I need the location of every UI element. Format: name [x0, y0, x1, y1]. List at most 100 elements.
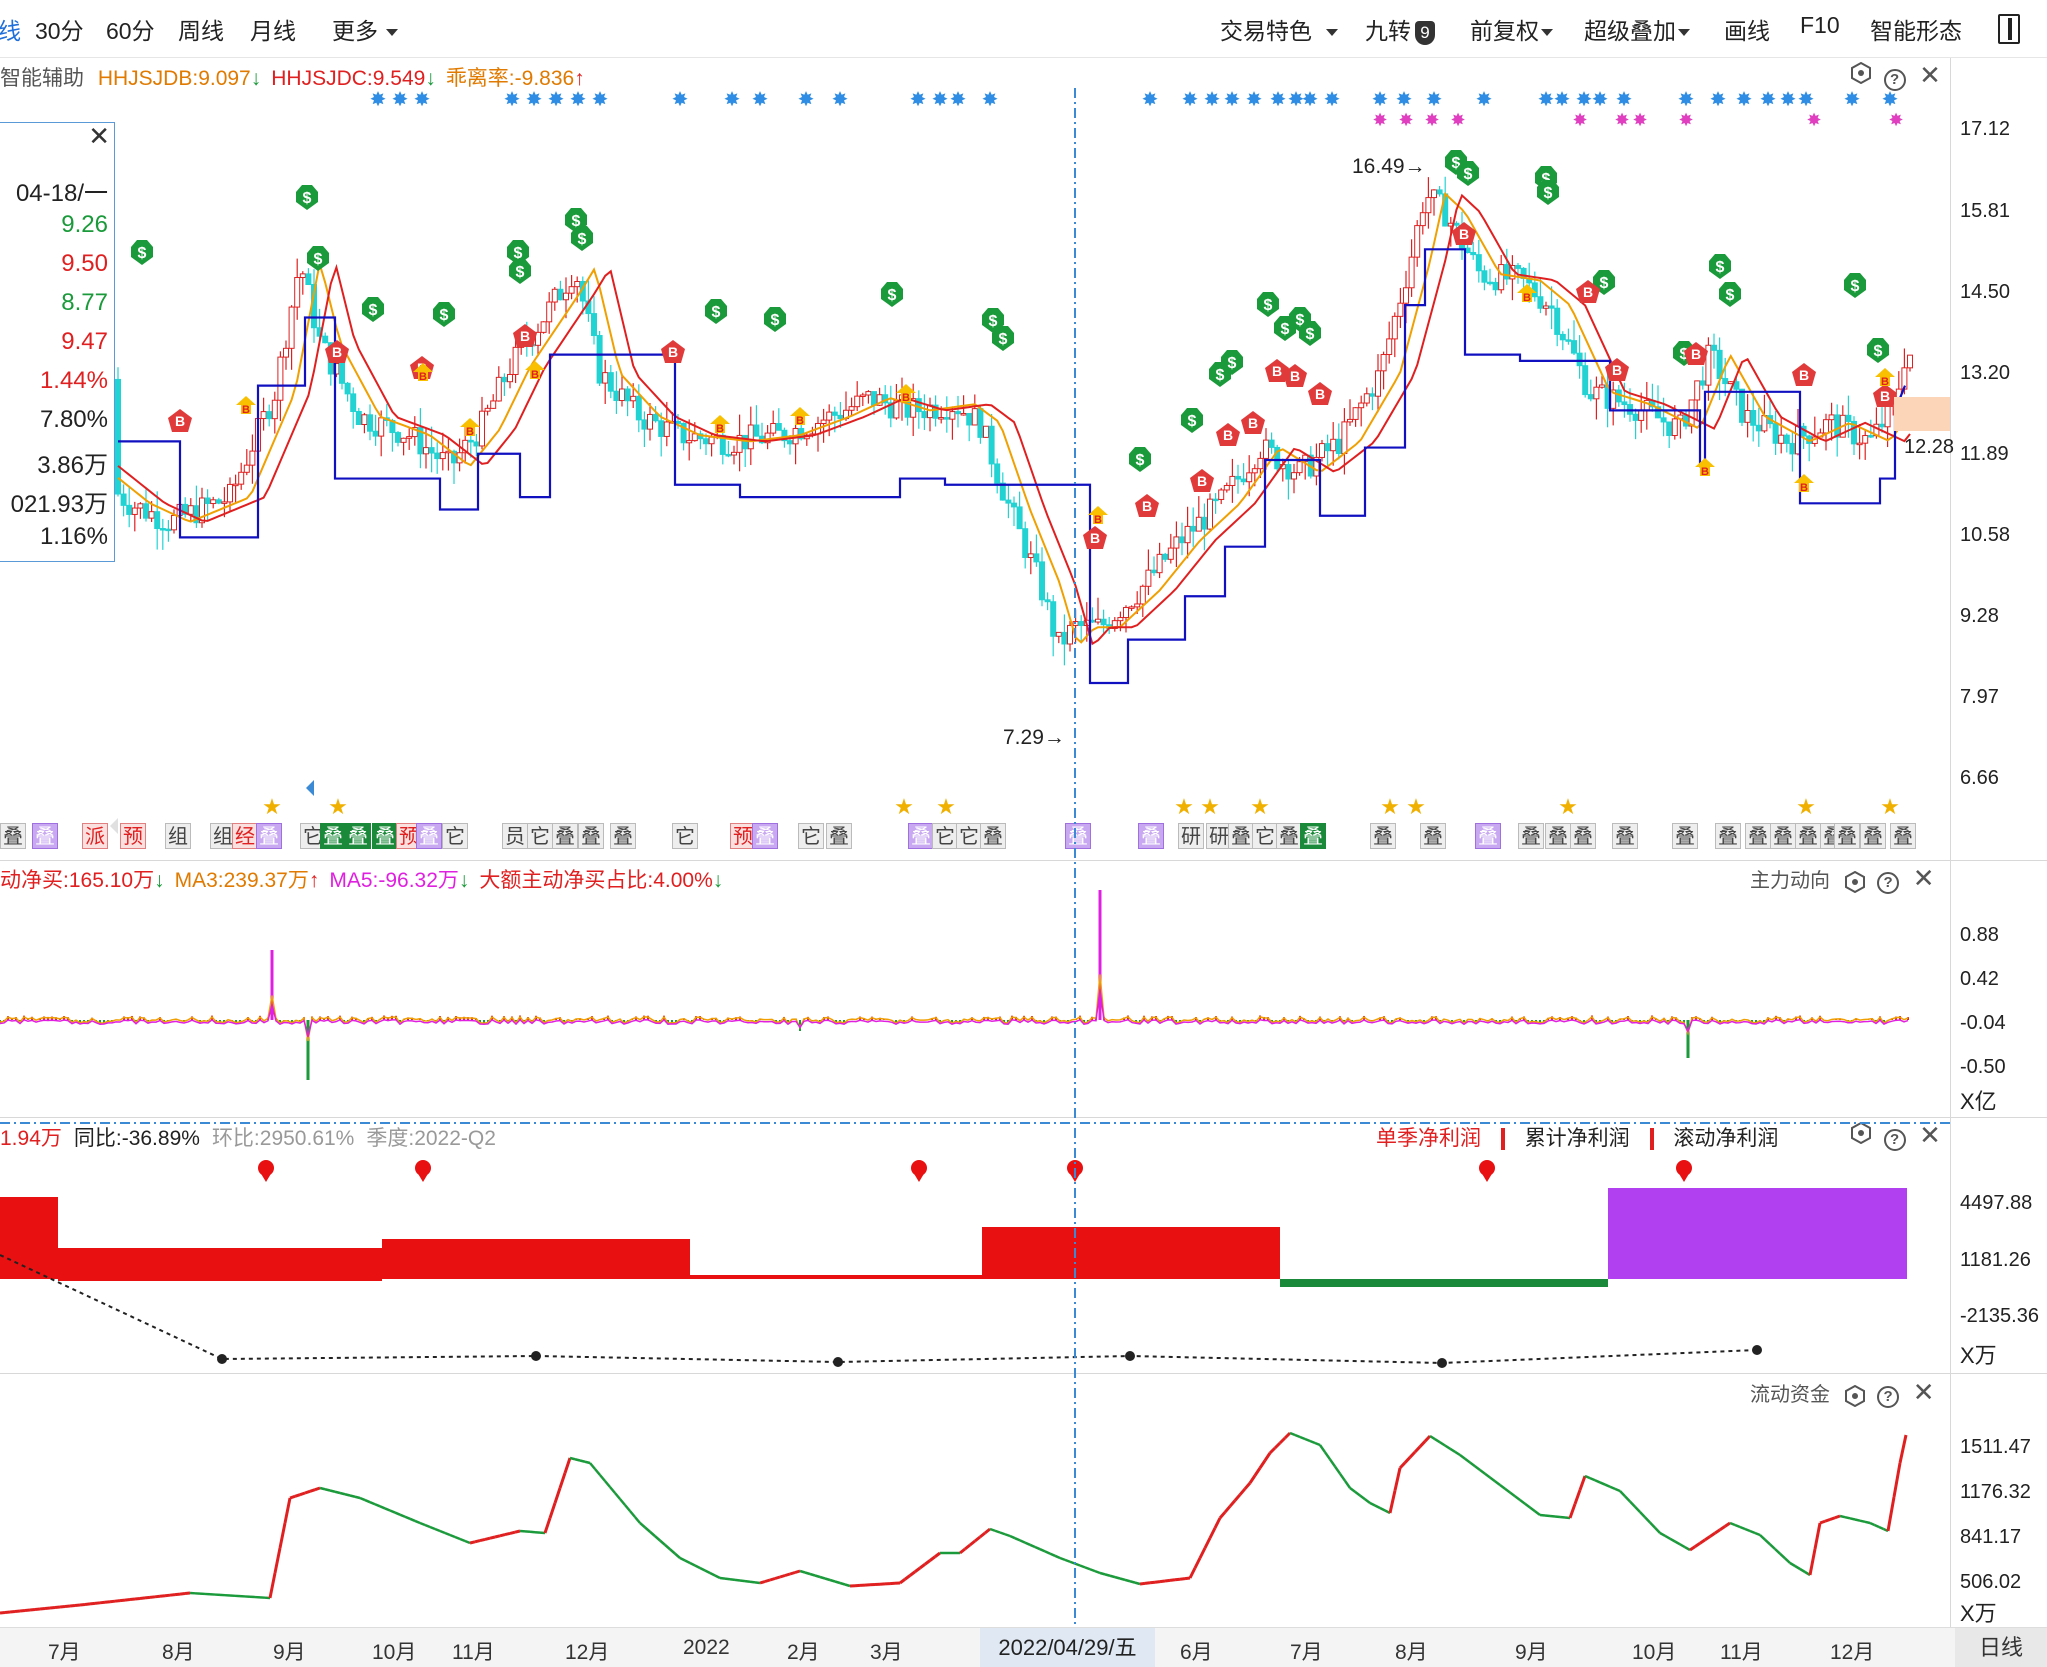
event-tag[interactable]: 它: [956, 823, 982, 849]
event-tag[interactable]: 叠: [1890, 823, 1916, 849]
event-tag[interactable]: 叠: [1860, 823, 1886, 849]
info-circle-icon[interactable]: ?: [1883, 1129, 1906, 1151]
event-tag[interactable]: 经: [232, 823, 258, 849]
event-tag[interactable]: 叠: [552, 823, 578, 849]
event-tag[interactable]: 叠: [416, 823, 442, 849]
hexagon-icon[interactable]: [1844, 870, 1866, 893]
event-tag[interactable]: 叠: [1545, 823, 1571, 849]
event-tag[interactable]: 它: [527, 823, 553, 849]
event-tag[interactable]: 叠: [0, 823, 26, 849]
data-point: [1752, 1345, 1762, 1355]
event-tag[interactable]: 叠: [345, 823, 371, 849]
event-tag[interactable]: 它: [932, 823, 958, 849]
close-icon[interactable]: ✕: [1919, 1120, 1941, 1150]
hexagon-icon[interactable]: [1850, 61, 1872, 85]
draw-line-button[interactable]: 画线: [1724, 18, 1770, 44]
close-icon[interactable]: ✕: [1912, 863, 1935, 893]
event-tag[interactable]: 研: [1178, 823, 1204, 849]
event-tag[interactable]: 叠: [320, 823, 346, 849]
event-tag[interactable]: 叠: [1612, 823, 1638, 849]
event-tag[interactable]: 它: [672, 823, 698, 849]
event-tag[interactable]: 叠: [752, 823, 778, 849]
event-tag[interactable]: 研: [1206, 823, 1232, 849]
event-tag[interactable]: 叠: [32, 823, 58, 849]
candle-body: [1699, 380, 1706, 386]
candle-body: [299, 273, 306, 279]
event-tag[interactable]: 叠: [980, 823, 1006, 849]
jiuzhuan-button[interactable]: 九转 9: [1365, 12, 1435, 46]
event-tag[interactable]: 叠: [1518, 823, 1544, 849]
event-tag[interactable]: 叠: [1834, 823, 1860, 849]
liquidity-step: [1304, 1437, 1311, 1443]
signal-dot-icon: ✸: [1592, 87, 1609, 111]
liquidity-step: [299, 1491, 306, 1497]
liquidity-step: [1824, 1518, 1831, 1523]
event-tag[interactable]: 叠: [1276, 823, 1302, 849]
event-tag[interactable]: 叠: [1570, 823, 1596, 849]
event-tag[interactable]: 叠: [256, 823, 282, 849]
event-tag[interactable]: 叠: [1065, 823, 1091, 849]
tab-rolling-profit[interactable]: 滚动净利润: [1673, 1127, 1779, 1150]
liquidity-step: [1283, 1431, 1292, 1440]
period-label[interactable]: 日线: [1955, 1628, 2047, 1667]
info-circle-icon[interactable]: ?: [1877, 872, 1900, 894]
event-tag[interactable]: 它: [442, 823, 468, 849]
square-toggle-icon[interactable]: [1998, 14, 2020, 44]
event-tag[interactable]: 叠: [1300, 823, 1326, 849]
candle-body: [546, 301, 553, 323]
hexagon-icon[interactable]: [1850, 1121, 1872, 1145]
event-tag[interactable]: 叠: [1370, 823, 1396, 849]
liquidity-step: [1114, 1575, 1121, 1580]
flag-marker: [306, 780, 314, 796]
event-tag[interactable]: 叠: [578, 823, 604, 849]
hexagon-icon[interactable]: [1844, 1384, 1866, 1407]
period-tab-60min[interactable]: 60分: [106, 18, 155, 44]
liquidity-step: [14, 1609, 21, 1613]
more-dropdown[interactable]: 更多: [332, 12, 398, 46]
liquidity-step: [1388, 1490, 1397, 1514]
period-tab-month[interactable]: 月线: [250, 18, 296, 44]
event-tag[interactable]: 它: [1252, 823, 1278, 849]
event-tag[interactable]: 叠: [1715, 823, 1741, 849]
overlay-dropdown[interactable]: 超级叠加: [1584, 12, 1690, 46]
kline-chart[interactable]: $$$ $$$$$$ $$$$$$$$$$$$$$ $$$$$$$$$BBBBBBBB…: [0, 58, 1950, 860]
event-tag[interactable]: 叠: [1420, 823, 1446, 849]
event-tag[interactable]: 叠: [372, 823, 398, 849]
event-tag[interactable]: 叠: [1138, 823, 1164, 849]
event-tag[interactable]: 组: [165, 823, 191, 849]
profit-chart[interactable]: [0, 1117, 1950, 1373]
event-tag[interactable]: 它: [798, 823, 824, 849]
trade-feature-dropdown[interactable]: 交易特色: [1220, 12, 1338, 46]
info-circle-icon[interactable]: ?: [1877, 1386, 1900, 1408]
event-tag[interactable]: 组: [210, 823, 236, 849]
liquidity-step: [1299, 1435, 1306, 1441]
tab-single-quarter-profit[interactable]: 单季净利润: [1376, 1127, 1481, 1150]
close-icon[interactable]: ✕: [1912, 1377, 1935, 1407]
period-tab-day[interactable]: 线: [0, 18, 21, 44]
candle-body: [1582, 365, 1589, 396]
liquidity-step: [1644, 1516, 1651, 1524]
main-force-chart[interactable]: [0, 860, 1950, 1117]
liquidity-step: [104, 1600, 111, 1604]
period-tab-30min[interactable]: 30分: [35, 18, 84, 44]
event-tag[interactable]: 预: [120, 823, 146, 849]
smart-pattern-button[interactable]: 智能形态: [1870, 18, 1962, 44]
event-tag[interactable]: 叠: [610, 823, 636, 849]
info-circle-icon[interactable]: ?: [1883, 69, 1906, 91]
event-tag[interactable]: 叠: [1228, 823, 1254, 849]
close-icon[interactable]: ✕: [1919, 60, 1941, 90]
liquidity-step: [289, 1494, 296, 1500]
event-tag[interactable]: 预: [730, 823, 756, 849]
event-tag[interactable]: 叠: [826, 823, 852, 849]
period-tab-week[interactable]: 周线: [178, 18, 224, 44]
liquidity-step: [994, 1529, 1001, 1534]
f10-button[interactable]: F10: [1800, 12, 1840, 38]
tab-cumulative-profit[interactable]: 累计净利润: [1524, 1127, 1630, 1150]
liquidity-chart[interactable]: [0, 1373, 1950, 1627]
close-icon[interactable]: ✕: [88, 121, 110, 151]
event-tag[interactable]: 叠: [1672, 823, 1698, 849]
adjust-dropdown[interactable]: 前复权: [1470, 12, 1553, 46]
event-tag[interactable]: 派: [82, 823, 108, 849]
event-tag[interactable]: 叠: [1770, 823, 1796, 849]
event-tag[interactable]: 叠: [1475, 823, 1501, 849]
